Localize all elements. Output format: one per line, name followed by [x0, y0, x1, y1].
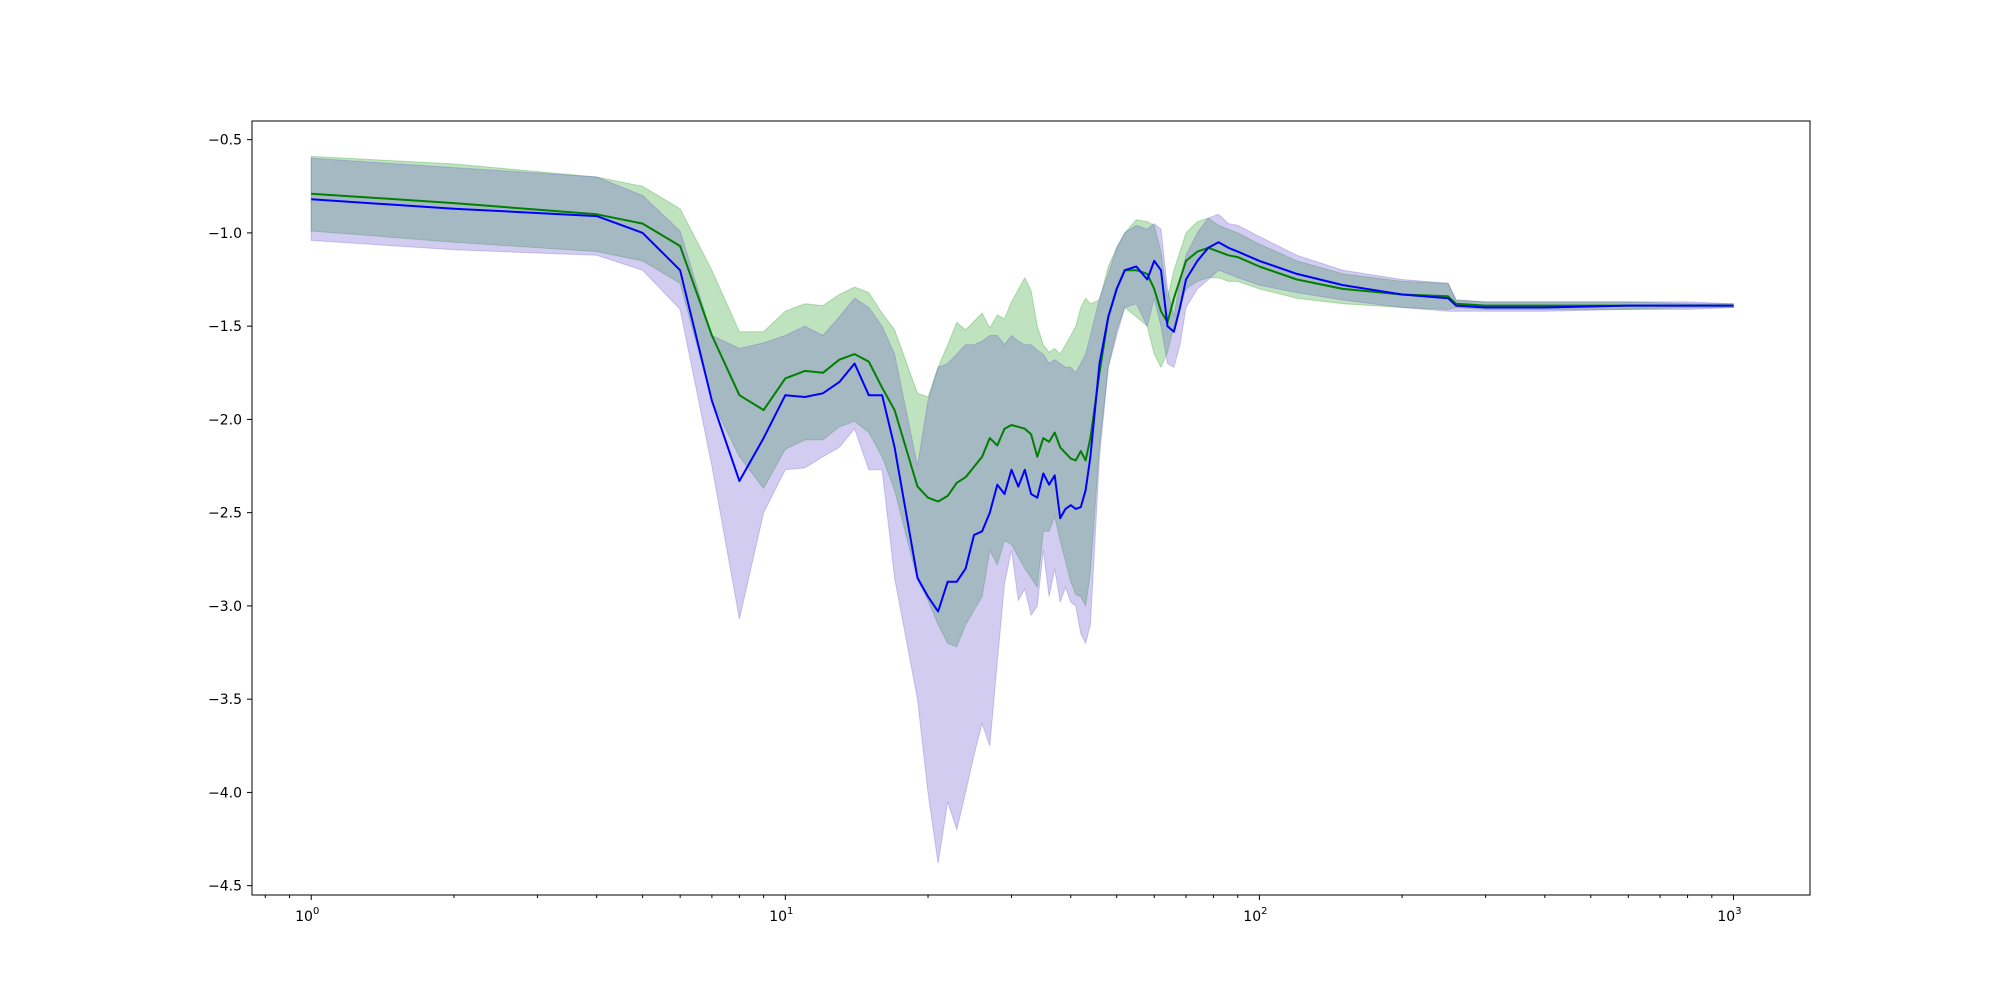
x-axis: 100 101 102 103 — [264, 895, 1742, 925]
y-tick-label: −1.5 — [208, 319, 242, 335]
y-tick-label: −2.5 — [208, 506, 242, 522]
x-tick-label: 102 — [1243, 906, 1267, 925]
y-tick-label: −0.5 — [208, 133, 242, 149]
y-tick-label: −3.5 — [208, 692, 242, 708]
series-lines — [311, 192, 1734, 613]
y-tick-label: −4.0 — [208, 785, 242, 801]
y-tick-label: −2.0 — [208, 412, 242, 428]
series-2-line — [311, 198, 1734, 613]
y-axis: −0.5 −1.0 −1.5 −2.0 −2.5 −3.0 −3.5 −4.0 −4.5 — [208, 133, 252, 895]
y-tick-label: −3.0 — [208, 599, 242, 615]
plot-frame — [251, 120, 1811, 896]
x-tick-label: 100 — [295, 906, 319, 925]
x-tick-label: 103 — [1717, 906, 1741, 925]
series-1-band — [310, 155, 1734, 648]
series-2-band — [310, 157, 1734, 864]
x-tick-label: 101 — [769, 906, 793, 925]
y-tick-label: −4.5 — [208, 879, 242, 895]
series-1-line — [311, 192, 1734, 503]
y-tick-label: −1.0 — [208, 226, 242, 242]
confidence-bands — [310, 155, 1734, 864]
